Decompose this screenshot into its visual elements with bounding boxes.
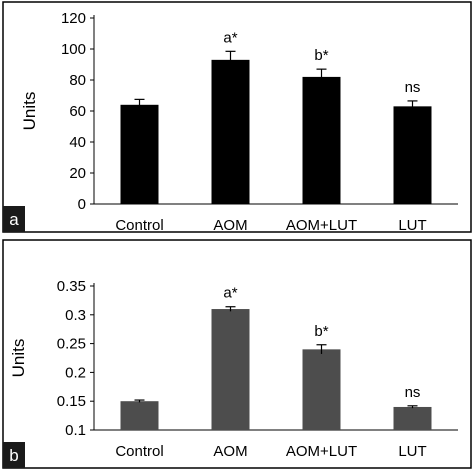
panel-b-bar	[120, 401, 159, 430]
panel-a-category-label: AOM+LUT	[286, 217, 357, 234]
panel-a-bar	[211, 59, 250, 204]
panel-a-significance-label: a*	[223, 29, 237, 46]
panel-b-bar	[302, 349, 341, 430]
panel-b-category-label: AOM+LUT	[286, 443, 357, 460]
panel-b-category-label: AOM	[213, 443, 247, 460]
panel-a-y-axis-label: Units	[20, 92, 39, 131]
panel-b-category-label: Control	[115, 443, 163, 460]
panel-a-border	[2, 1, 472, 233]
panel-a-letter: a	[9, 210, 19, 229]
panel-b-bar	[211, 309, 250, 430]
panel-b-significance-label: ns	[405, 384, 421, 401]
panel-b-y-tick-label: 0.15	[57, 393, 86, 410]
panel-a-y-tick-label: 40	[69, 134, 86, 151]
panel-a-category-label: AOM	[213, 217, 247, 234]
panel-b-y-tick-label: 0.1	[65, 422, 86, 439]
panel-a-y-tick-label: 0	[78, 196, 86, 213]
panel-a-y-tick-label: 100	[61, 41, 86, 58]
panel-b-letter: b	[9, 446, 18, 465]
panel-a-y-tick-label: 60	[69, 103, 86, 120]
panel-a-letter-badge	[3, 206, 25, 232]
panel-a-y-tick-label: 80	[69, 72, 86, 89]
panel-b-significance-label: b*	[314, 323, 328, 340]
panel-a-category-label: LUT	[398, 217, 426, 234]
panel-a-bar	[302, 76, 341, 204]
panel-b-significance-label: a*	[223, 285, 237, 302]
panel-b-letter-badge	[3, 442, 25, 468]
panel-a-y-tick-label: 120	[61, 10, 86, 27]
panel-a-bar	[120, 104, 159, 204]
panel-b-y-tick-label: 0.2	[65, 364, 86, 381]
panel-b-category-label: LUT	[398, 443, 426, 460]
panel-a-significance-label: b*	[314, 47, 328, 64]
panel-a-bar	[393, 106, 432, 204]
panel-a-y-tick-label: 20	[69, 165, 86, 182]
panel-b-y-tick-label: 0.25	[57, 336, 86, 353]
panel-a-category-label: Control	[115, 217, 163, 234]
panel-b-border	[2, 239, 472, 469]
panel-a-significance-label: ns	[405, 79, 421, 96]
panel-b-bar	[393, 406, 432, 430]
panel-b-y-tick-label: 0.35	[57, 278, 86, 295]
panel-b-y-tick-label: 0.3	[65, 307, 86, 324]
panel-b-y-axis-label: Units	[9, 339, 28, 378]
